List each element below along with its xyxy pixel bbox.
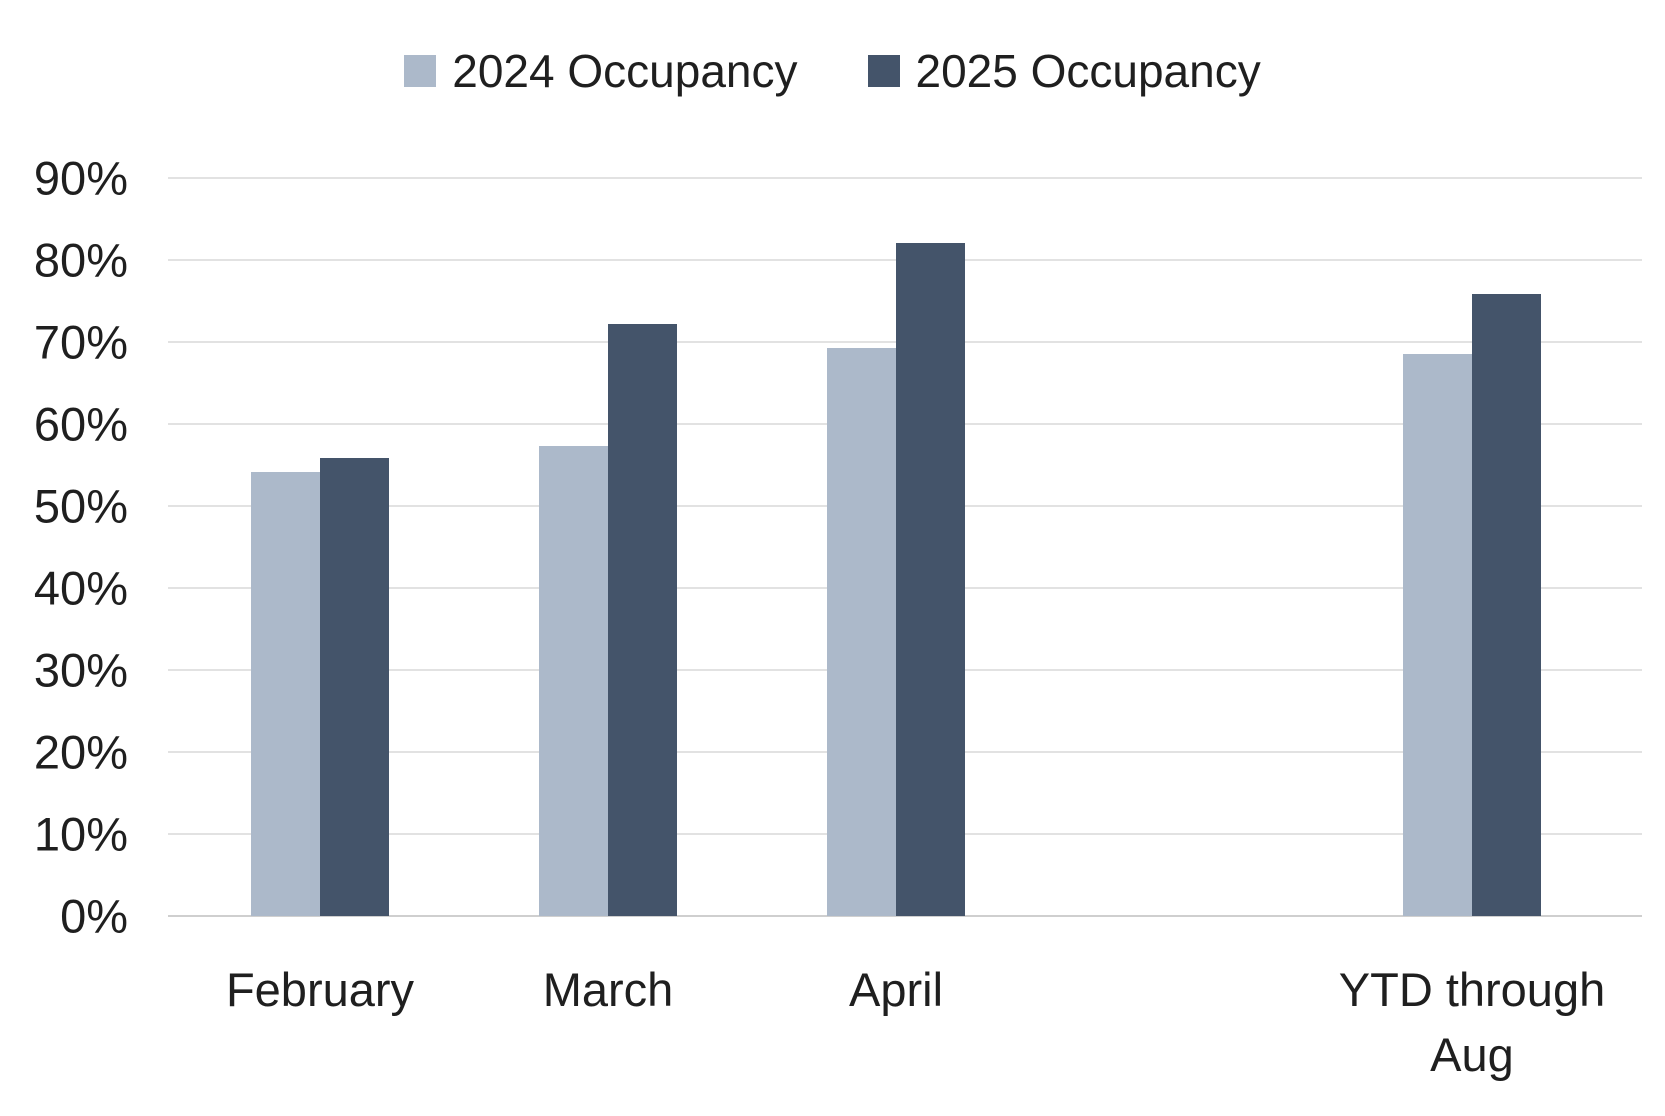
bar-2025-occupancy-february bbox=[320, 457, 389, 916]
legend-label-2025: 2025 Occupancy bbox=[915, 45, 1261, 97]
y-tick-label-40: 40% bbox=[33, 561, 128, 615]
bar-2024-occupancy-february bbox=[251, 472, 320, 916]
bar-2025-occupancy-april bbox=[896, 242, 965, 916]
y-axis-tick-labels: 0% 10% 20% 30% 40% 50% 60% 70% 80% 90% bbox=[0, 152, 128, 943]
legend-item-2025-occupancy: 2025 Occupancy bbox=[867, 44, 1261, 98]
gridline-90 bbox=[168, 177, 1642, 179]
bar-2024-occupancy-ytd-through-aug bbox=[1403, 354, 1472, 916]
legend-swatch-2024-icon bbox=[404, 55, 437, 87]
x-category-label-ytd-through-aug: YTD through Aug bbox=[1338, 963, 1606, 1081]
x-category-label-february: February bbox=[225, 963, 415, 1016]
y-tick-label-70: 70% bbox=[33, 315, 128, 369]
y-tick-label-20: 20% bbox=[33, 725, 128, 779]
legend-item-2024-occupancy: 2024 Occupancy bbox=[404, 44, 798, 98]
bar-2024-occupancy-april bbox=[827, 347, 896, 916]
y-tick-label-60: 60% bbox=[33, 397, 128, 451]
plot-area bbox=[168, 177, 1642, 917]
legend-label-2024: 2024 Occupancy bbox=[452, 45, 798, 97]
x-axis-line bbox=[168, 915, 1642, 917]
bar-2025-occupancy-march bbox=[608, 323, 677, 916]
y-tick-label-0: 0% bbox=[60, 889, 128, 943]
bar-group-ytd-through-aug bbox=[1403, 178, 1541, 916]
x-axis-category-labels: February March April YTD through Aug bbox=[176, 958, 1616, 1108]
bar-2025-occupancy-ytd-through-aug bbox=[1472, 293, 1541, 916]
y-tick-label-80: 80% bbox=[33, 233, 128, 287]
y-tick-label-10: 10% bbox=[33, 807, 128, 861]
x-category-label-march: March bbox=[542, 963, 674, 1016]
y-tick-label-30: 30% bbox=[33, 643, 128, 697]
x-category-label-april: April bbox=[848, 963, 944, 1016]
bar-2024-occupancy-march bbox=[539, 446, 608, 916]
y-tick-label-90: 90% bbox=[33, 151, 128, 205]
legend-swatch-2025-icon bbox=[867, 55, 900, 87]
chart-legend: 2024 Occupancy 2025 Occupancy bbox=[0, 44, 1665, 98]
bar-group-march bbox=[539, 178, 677, 916]
bar-group-february bbox=[251, 178, 389, 916]
bar-group-april bbox=[827, 178, 965, 916]
y-tick-label-50: 50% bbox=[33, 479, 128, 533]
